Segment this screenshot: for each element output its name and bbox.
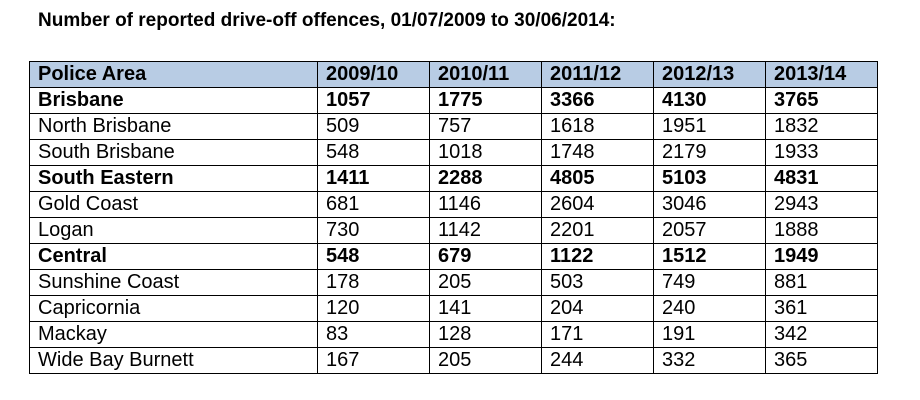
offence-count-cell: 2057 (653, 217, 766, 244)
offence-count-cell: 548 (317, 139, 430, 166)
table-row: Gold Coast 681 1146 2604 3046 2943 (29, 191, 878, 218)
offence-count-cell: 83 (317, 321, 430, 348)
offences-table: Police Area 2009/10 2010/11 2011/12 2012… (29, 61, 878, 374)
table-row: Central 548 679 1122 1512 1949 (29, 243, 878, 270)
offence-count-cell: 4805 (541, 165, 654, 192)
police-area-cell: Logan (29, 217, 318, 244)
table-row: Capricornia 120 141 204 240 361 (29, 295, 878, 322)
offence-count-cell: 342 (765, 321, 878, 348)
offence-count-cell: 167 (317, 347, 430, 374)
table-row: Logan 730 1142 2201 2057 1888 (29, 217, 878, 244)
offence-count-cell: 365 (765, 347, 878, 374)
table-row: South Eastern 1411 2288 4805 5103 4831 (29, 165, 878, 192)
offence-count-cell: 3765 (765, 87, 878, 114)
column-header-2012-13: 2012/13 (653, 61, 766, 88)
table-row: Brisbane 1057 1775 3366 4130 3765 (29, 87, 878, 114)
offence-count-cell: 191 (653, 321, 766, 348)
offence-count-cell: 5103 (653, 165, 766, 192)
offence-count-cell: 205 (429, 347, 542, 374)
offence-count-cell: 1122 (541, 243, 654, 270)
offence-count-cell: 1512 (653, 243, 766, 270)
police-area-cell: North Brisbane (29, 113, 318, 140)
police-area-cell: Gold Coast (29, 191, 318, 218)
police-area-cell: Wide Bay Burnett (29, 347, 318, 374)
offence-count-cell: 730 (317, 217, 430, 244)
table-row: South Brisbane 548 1018 1748 2179 1933 (29, 139, 878, 166)
offence-count-cell: 2288 (429, 165, 542, 192)
offence-count-cell: 361 (765, 295, 878, 322)
offence-count-cell: 3366 (541, 87, 654, 114)
offence-count-cell: 244 (541, 347, 654, 374)
offence-count-cell: 1142 (429, 217, 542, 244)
column-header-2011-12: 2011/12 (541, 61, 654, 88)
table-header-row: Police Area 2009/10 2010/11 2011/12 2012… (29, 61, 878, 88)
offence-count-cell: 141 (429, 295, 542, 322)
document-title: Number of reported drive-off offences, 0… (38, 10, 616, 31)
offence-count-cell: 171 (541, 321, 654, 348)
offence-count-cell: 1411 (317, 165, 430, 192)
police-area-cell: Capricornia (29, 295, 318, 322)
offence-count-cell: 332 (653, 347, 766, 374)
offence-count-cell: 681 (317, 191, 430, 218)
offence-count-cell: 1933 (765, 139, 878, 166)
offence-count-cell: 1018 (429, 139, 542, 166)
offence-count-cell: 2201 (541, 217, 654, 244)
column-header-2010-11: 2010/11 (429, 61, 542, 88)
table-body: Brisbane 1057 1775 3366 4130 3765 North Brisba… (29, 87, 878, 374)
offence-count-cell: 881 (765, 269, 878, 296)
offence-count-cell: 1748 (541, 139, 654, 166)
police-area-cell: Mackay (29, 321, 318, 348)
offence-count-cell: 2604 (541, 191, 654, 218)
column-header-2013-14: 2013/14 (765, 61, 878, 88)
offence-count-cell: 503 (541, 269, 654, 296)
police-area-cell: South Brisbane (29, 139, 318, 166)
column-header-2009-10: 2009/10 (317, 61, 430, 88)
offence-count-cell: 548 (317, 243, 430, 270)
police-area-cell: South Eastern (29, 165, 318, 192)
offence-count-cell: 4831 (765, 165, 878, 192)
offence-count-cell: 205 (429, 269, 542, 296)
column-header-police-area: Police Area (29, 61, 318, 88)
offence-count-cell: 1832 (765, 113, 878, 140)
offence-count-cell: 240 (653, 295, 766, 322)
offence-count-cell: 679 (429, 243, 542, 270)
table-row: Mackay 83 128 171 191 342 (29, 321, 878, 348)
offence-count-cell: 1618 (541, 113, 654, 140)
offence-count-cell: 1057 (317, 87, 430, 114)
table-row: Sunshine Coast 178 205 503 749 881 (29, 269, 878, 296)
table-row: North Brisbane 509 757 1618 1951 1832 (29, 113, 878, 140)
police-area-cell: Brisbane (29, 87, 318, 114)
police-area-cell: Central (29, 243, 318, 270)
offence-count-cell: 2179 (653, 139, 766, 166)
offence-count-cell: 204 (541, 295, 654, 322)
offence-count-cell: 4130 (653, 87, 766, 114)
offence-count-cell: 178 (317, 269, 430, 296)
offence-count-cell: 1146 (429, 191, 542, 218)
table-row: Wide Bay Burnett 167 205 244 332 365 (29, 347, 878, 374)
offence-count-cell: 2943 (765, 191, 878, 218)
police-area-cell: Sunshine Coast (29, 269, 318, 296)
offence-count-cell: 3046 (653, 191, 766, 218)
offence-count-cell: 1951 (653, 113, 766, 140)
offence-count-cell: 757 (429, 113, 542, 140)
offence-count-cell: 749 (653, 269, 766, 296)
offence-count-cell: 1888 (765, 217, 878, 244)
offence-count-cell: 120 (317, 295, 430, 322)
offence-count-cell: 1949 (765, 243, 878, 270)
offence-count-cell: 1775 (429, 87, 542, 114)
offence-count-cell: 509 (317, 113, 430, 140)
offence-count-cell: 128 (429, 321, 542, 348)
